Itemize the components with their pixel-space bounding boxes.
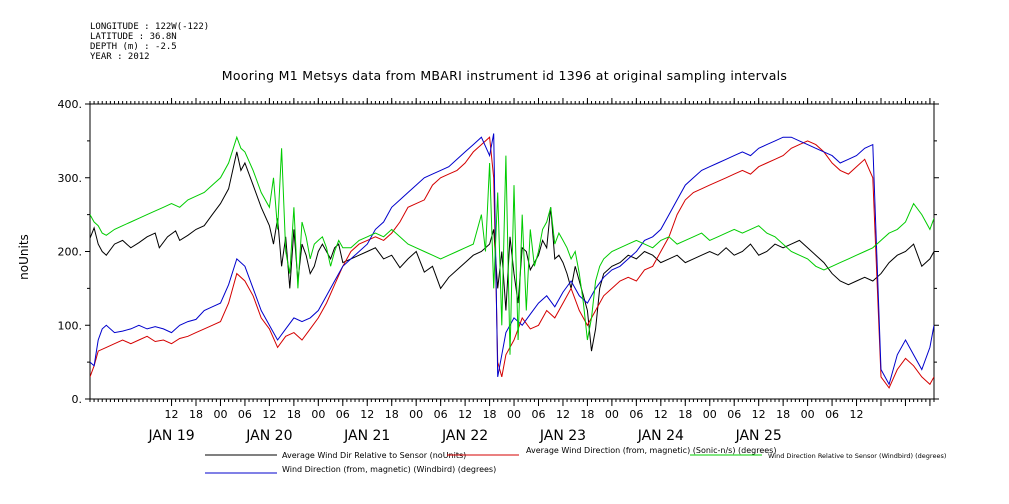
x-day-label: JAN 25: [735, 428, 782, 444]
x-tick-label: 18: [776, 408, 790, 421]
x-day-label: JAN 24: [637, 428, 684, 444]
x-tick-label: 18: [385, 408, 399, 421]
x-tick-label: 12: [165, 408, 179, 421]
x-tick-label: 12: [752, 408, 766, 421]
series-line-2: [90, 136, 934, 389]
series-line-4: [90, 133, 934, 386]
y-tick-label: 400.: [58, 98, 83, 111]
x-tick-label: 06: [629, 408, 643, 421]
x-tick-label: 18: [287, 408, 301, 421]
series-line-3: [90, 135, 934, 355]
x-tick-label: 00: [507, 408, 521, 421]
x-tick-label: 06: [727, 408, 741, 421]
x-tick-label: 00: [311, 408, 325, 421]
x-tick-label: 06: [532, 408, 546, 421]
x-day-label: JAN 19: [147, 428, 194, 444]
x-tick-label: 12: [850, 408, 864, 421]
x-tick-label: 12: [458, 408, 472, 421]
chart-title: Mooring M1 Metsys data from MBARI instru…: [221, 68, 788, 83]
x-tick-label: 06: [434, 408, 448, 421]
header-depth: DEPTH (m) : -2.5: [90, 42, 177, 52]
legend-label-3: Wind Direction Relative to Sensor (Windb…: [768, 452, 946, 460]
y-tick-label: 200.: [58, 246, 83, 259]
x-tick-label: 12: [360, 408, 374, 421]
y-tick-label: 0.: [72, 393, 83, 406]
y-tick-label: 300.: [58, 172, 83, 185]
legend-label-1: Average Wind Dir Relative to Sensor (noU…: [282, 451, 466, 460]
x-tick-label: 06: [336, 408, 350, 421]
header-year: YEAR : 2012: [90, 52, 150, 62]
x-tick-label: 06: [825, 408, 839, 421]
header-longitude: LONGITUDE : 122W(-122): [90, 22, 210, 32]
x-tick-label: 18: [483, 408, 497, 421]
x-tick-label: 12: [654, 408, 668, 421]
x-tick-label: 06: [238, 408, 252, 421]
x-day-label: JAN 20: [245, 428, 292, 444]
x-day-label: JAN 22: [441, 428, 488, 444]
x-tick-label: 18: [678, 408, 692, 421]
x-day-label: JAN 23: [539, 428, 586, 444]
x-day-label: JAN 21: [343, 428, 390, 444]
x-tick-label: 18: [580, 408, 594, 421]
x-tick-label: 00: [703, 408, 717, 421]
x-tick-label: 00: [213, 408, 227, 421]
x-tick-label: 12: [556, 408, 570, 421]
x-tick-label: 00: [605, 408, 619, 421]
legend-label-2: Average Wind Direction (from, magnetic) …: [526, 446, 776, 455]
header-latitude: LATITUDE : 36.8N: [90, 32, 177, 42]
series-line-1: [90, 151, 934, 352]
x-tick-label: 18: [189, 408, 203, 421]
y-tick-label: 100.: [58, 319, 83, 332]
x-tick-label: 00: [409, 408, 423, 421]
x-tick-label: 12: [262, 408, 276, 421]
legend-label-4: Wind Direction (from, magnetic) (Windbir…: [282, 465, 496, 474]
y-axis-label: noUnits: [17, 234, 31, 280]
x-tick-label: 00: [801, 408, 815, 421]
